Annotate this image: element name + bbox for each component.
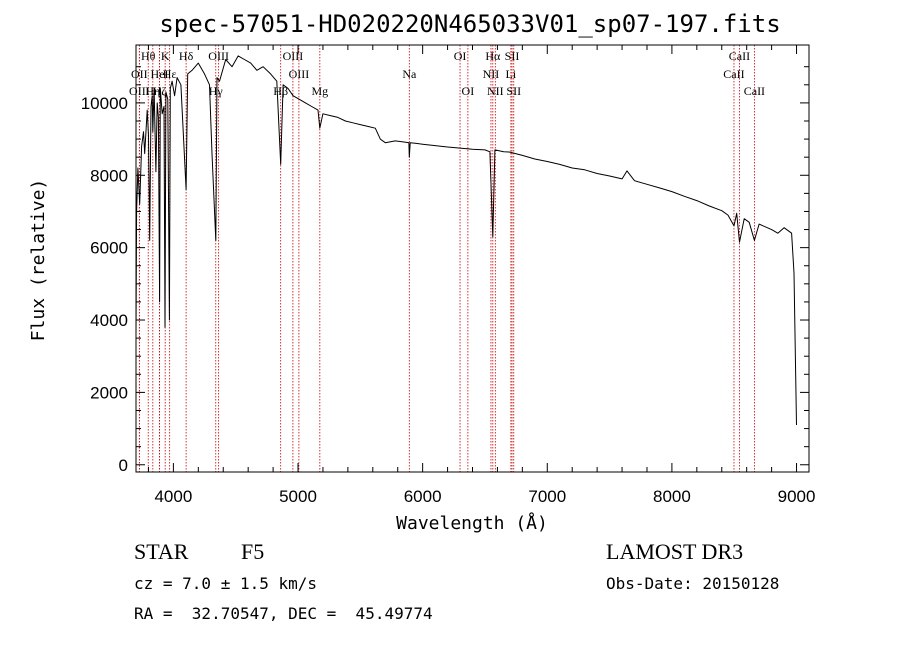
marker-label: Hβ bbox=[273, 84, 288, 98]
series-layer bbox=[135, 55, 797, 426]
marker-label: SII bbox=[505, 49, 520, 63]
marker-label: Hζ bbox=[153, 84, 167, 98]
survey-name: LAMOST DR3 bbox=[606, 539, 744, 564]
marker-label: Hη bbox=[145, 84, 160, 98]
x-tick-label: 9000 bbox=[778, 487, 816, 506]
marker-label: K bbox=[161, 49, 170, 63]
marker-label: OI bbox=[454, 49, 467, 63]
y-tick-label: 0 bbox=[119, 456, 128, 475]
marker-label: Na bbox=[402, 67, 417, 81]
line-markers bbox=[138, 45, 755, 472]
y-axis-label: Flux (relative) bbox=[28, 179, 49, 342]
marker-label: Hδ bbox=[179, 49, 194, 63]
y-tick-label: 10000 bbox=[81, 94, 128, 113]
chart-title: spec-57051-HD020220N465033V01_sp07-197.f… bbox=[159, 10, 780, 38]
y-tick-label: 8000 bbox=[90, 166, 128, 185]
series-line-spectrum bbox=[135, 55, 797, 426]
x-tick-label: 7000 bbox=[528, 487, 566, 506]
marker-label: OIII bbox=[208, 49, 229, 63]
marker-label: CaII bbox=[729, 49, 750, 63]
x-axis-label: Wavelength (Å) bbox=[396, 512, 548, 534]
marker-label: OIII bbox=[289, 67, 310, 81]
y-tick-label: 2000 bbox=[90, 383, 128, 402]
y-tick-label: 4000 bbox=[90, 311, 128, 330]
marker-label: Hα bbox=[485, 49, 501, 63]
marker-label: Li bbox=[506, 67, 517, 81]
marker-label: OIII bbox=[283, 49, 304, 63]
marker-label: SII bbox=[506, 84, 521, 98]
marker-label: NII bbox=[483, 67, 500, 81]
x-tick-label: 8000 bbox=[653, 487, 691, 506]
marker-label: CaII bbox=[744, 84, 765, 98]
plot-frame bbox=[135, 44, 810, 473]
marker-label: Hθ bbox=[141, 49, 156, 63]
object-subclass: F5 bbox=[241, 539, 265, 564]
obs-date: Obs-Date: 20150128 bbox=[606, 574, 780, 593]
coordinates: RA = 32.70547, DEC = 45.49774 bbox=[134, 604, 433, 623]
marker-label: Hγ bbox=[209, 84, 224, 98]
x-tick-label: 6000 bbox=[404, 487, 442, 506]
marker-label: NII bbox=[487, 84, 504, 98]
marker-label: OI bbox=[462, 84, 475, 98]
marker-label: CaII bbox=[723, 67, 744, 81]
object-class: STAR bbox=[134, 539, 189, 564]
marker-label: OII bbox=[131, 67, 148, 81]
marker-label: OIII bbox=[129, 84, 150, 98]
marker-label: Hε bbox=[163, 67, 177, 81]
y-tick-label: 6000 bbox=[90, 239, 128, 258]
y-axis: 0 2000 4000 6000 8000 10000 bbox=[81, 66, 809, 475]
x-axis: 4000 5000 6000 7000 8000 9000 bbox=[147, 45, 816, 506]
marker-label: HeI bbox=[151, 67, 169, 81]
x-tick-label: 4000 bbox=[154, 487, 192, 506]
redshift-text: cz = 7.0 ± 1.5 km/s bbox=[134, 574, 318, 593]
marker-label: Mg bbox=[311, 84, 328, 98]
x-tick-label: 5000 bbox=[279, 487, 317, 506]
